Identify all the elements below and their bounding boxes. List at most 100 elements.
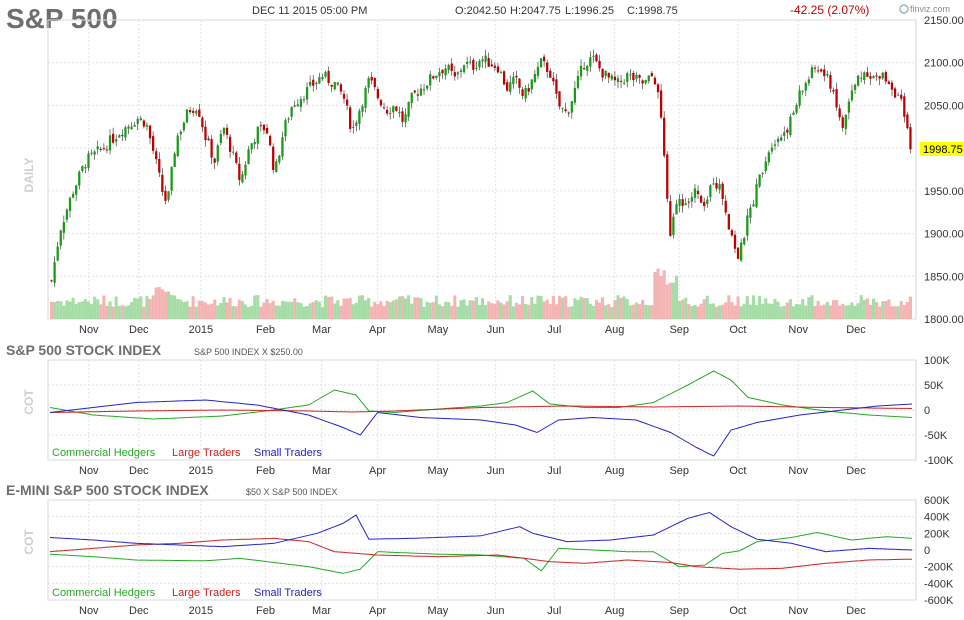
- candle-body: [148, 125, 152, 139]
- volume-bar: [465, 305, 469, 319]
- candle-body: [173, 153, 176, 168]
- volume-bar: [484, 304, 488, 319]
- volume-bar: [179, 299, 183, 319]
- candle-body: [155, 151, 158, 160]
- candle-body: [801, 91, 804, 93]
- volume-bar: [419, 298, 423, 319]
- candle-body: [709, 185, 712, 198]
- candle-body: [444, 68, 447, 76]
- finviz-logo[interactable]: finviz.com: [899, 4, 950, 14]
- candle-body: [62, 222, 65, 233]
- candle-body: [395, 106, 398, 111]
- candle-body: [684, 203, 687, 206]
- volume-bar: [650, 305, 654, 319]
- candle-body: [515, 75, 518, 78]
- price-gridlines: [48, 19, 916, 320]
- candle-body: [666, 154, 669, 199]
- volume-bar: [681, 299, 685, 319]
- candle-body: [835, 88, 838, 108]
- candle-body: [124, 127, 127, 138]
- candle-body: [241, 174, 244, 183]
- volume-bar: [696, 306, 700, 319]
- candle-body: [361, 106, 364, 112]
- volume-bar: [247, 306, 251, 319]
- volume-bar: [693, 304, 697, 319]
- candle-body: [145, 125, 149, 127]
- volume-bar: [718, 305, 722, 319]
- volume-bar: [865, 298, 869, 319]
- volume-bar: [440, 306, 445, 319]
- candle-body: [810, 67, 814, 78]
- volume-bar: [474, 297, 478, 319]
- candle-body: [909, 127, 912, 150]
- volume-bar: [160, 289, 164, 319]
- volume-bar: [250, 305, 254, 319]
- candle-body: [724, 200, 727, 213]
- volume-bar: [320, 306, 324, 319]
- candle-body: [429, 74, 432, 86]
- volume-bar: [210, 303, 214, 319]
- y-tick-label: 50K: [924, 380, 944, 392]
- volume-bar: [844, 305, 848, 319]
- volume-bar: [819, 305, 823, 319]
- candle-body: [841, 117, 844, 128]
- candle-body: [749, 207, 752, 218]
- month-axis-main: Nov Dec 2015 Feb Mar Apr May Jun Jul Aug Sep Oct Nov…: [79, 324, 866, 336]
- candle-body: [472, 59, 475, 70]
- candle-body: [795, 105, 798, 113]
- volume-bar: [905, 302, 909, 319]
- volume-bar: [871, 298, 876, 319]
- volume-bar: [93, 296, 97, 319]
- candle-body: [869, 76, 872, 79]
- candle-body: [773, 144, 777, 146]
- candle-body: [425, 85, 429, 89]
- volume-bar: [83, 299, 87, 319]
- month-label: Oct: [729, 465, 746, 477]
- large-traders-line: [49, 537, 913, 570]
- candle-body: [235, 152, 238, 163]
- volume-bar: [422, 306, 426, 319]
- volume-bar: [758, 296, 762, 319]
- volume-bar: [59, 301, 63, 319]
- volume-bar: [56, 301, 60, 319]
- candle-body: [847, 101, 851, 113]
- volume-bar: [659, 275, 663, 319]
- volume-bar: [875, 301, 879, 319]
- cot2-legend-commercial: Commercial Hedgers: [52, 587, 156, 599]
- volume-bar: [283, 301, 288, 319]
- volume-bar: [539, 295, 543, 319]
- volume-bar: [111, 306, 115, 319]
- commercial-hedgers-line: [49, 531, 913, 574]
- candle-body: [502, 71, 506, 85]
- candle-body: [459, 70, 463, 72]
- price-panel: 1800.001850.001900.001950.002000.002050.…: [22, 15, 964, 336]
- month-label: Feb: [256, 324, 275, 336]
- volume-bar: [444, 301, 448, 319]
- y-tick-label: -600K: [924, 595, 954, 607]
- candle-body: [262, 124, 266, 131]
- month-label: Dec: [129, 605, 149, 617]
- volume-bar: [311, 302, 315, 319]
- candle-body: [268, 135, 272, 146]
- candle-body: [552, 77, 555, 82]
- month-label: Jun: [487, 324, 505, 336]
- volume-bar: [533, 303, 537, 319]
- month-label: Dec: [846, 465, 866, 477]
- volume-bar: [761, 303, 765, 319]
- volume-bar: [240, 301, 244, 319]
- candle-body: [721, 183, 724, 199]
- candle-body: [727, 214, 730, 230]
- candle-body: [607, 72, 610, 78]
- candle-body: [139, 118, 142, 121]
- candle-body: [118, 135, 121, 138]
- volume-bar: [225, 302, 229, 319]
- month-label: Dec: [129, 324, 149, 336]
- candle-body: [210, 139, 213, 158]
- volume-bar: [200, 301, 204, 319]
- candle-body: [364, 87, 367, 108]
- candle-body: [56, 246, 59, 261]
- volume-bar: [228, 297, 232, 319]
- candle-body: [404, 114, 407, 123]
- candlesticks: [50, 49, 912, 287]
- volume-bar: [308, 303, 312, 319]
